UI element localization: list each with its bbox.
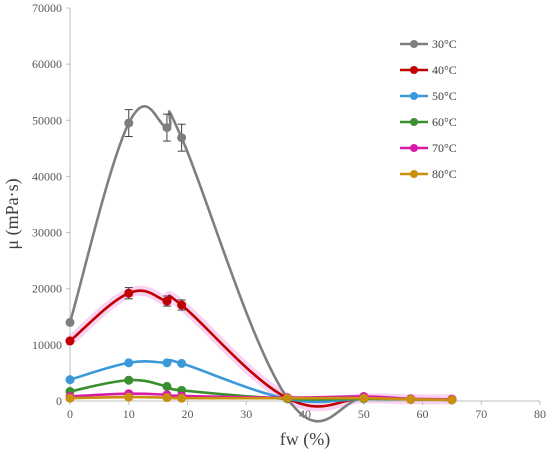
data-point (177, 133, 187, 143)
legend-label: 30°C (432, 37, 457, 51)
y-tick-label: 60000 (32, 57, 62, 71)
y-tick-label: 10000 (32, 338, 62, 352)
data-point (124, 358, 134, 368)
y-tick-label: 50000 (32, 113, 62, 127)
series-line (68, 395, 454, 402)
data-point (162, 393, 172, 403)
x-tick-label: 0 (67, 407, 73, 421)
x-axis-title: fw (%) (280, 429, 330, 450)
data-point (65, 393, 75, 403)
legend-label: 60°C (432, 115, 457, 129)
y-tick-label: 0 (56, 394, 62, 408)
y-tick-label: 40000 (32, 169, 62, 183)
data-point (124, 375, 134, 385)
legend-swatch-marker (410, 170, 418, 178)
y-tick-label: 70000 (32, 1, 62, 15)
data-point (177, 393, 187, 403)
x-tick-label: 70 (475, 407, 487, 421)
data-point (65, 336, 75, 346)
legend-swatch-marker (410, 40, 418, 48)
data-point (359, 393, 369, 403)
legend-label: 80°C (432, 167, 457, 181)
data-point (162, 381, 172, 391)
legend-label: 50°C (432, 89, 457, 103)
x-tick-label: 80 (534, 407, 546, 421)
data-point (447, 395, 457, 405)
x-tick-label: 50 (358, 407, 370, 421)
x-tick-label: 10 (123, 407, 135, 421)
x-tick-label: 30 (240, 407, 252, 421)
data-point (65, 317, 75, 327)
data-point (162, 358, 172, 368)
x-tick-label: 60 (417, 407, 429, 421)
data-point (282, 393, 292, 403)
y-tick-label: 30000 (32, 226, 62, 240)
legend-label: 40°C (432, 63, 457, 77)
x-tick-label: 20 (182, 407, 194, 421)
y-tick-label: 20000 (32, 282, 62, 296)
data-point (162, 123, 172, 133)
data-point (162, 296, 172, 306)
legend-swatch-marker (410, 66, 418, 74)
legend-swatch-marker (410, 144, 418, 152)
data-point (124, 288, 134, 298)
data-point (124, 392, 134, 402)
data-point (406, 394, 416, 404)
legend-swatch-marker (410, 92, 418, 100)
data-point (177, 358, 187, 368)
legend-label: 70°C (432, 141, 457, 155)
data-point (65, 375, 75, 385)
legend-swatch-marker (410, 118, 418, 126)
data-point (124, 118, 134, 128)
data-point (177, 300, 187, 310)
y-axis-title: μ (mPa·s) (2, 178, 23, 249)
